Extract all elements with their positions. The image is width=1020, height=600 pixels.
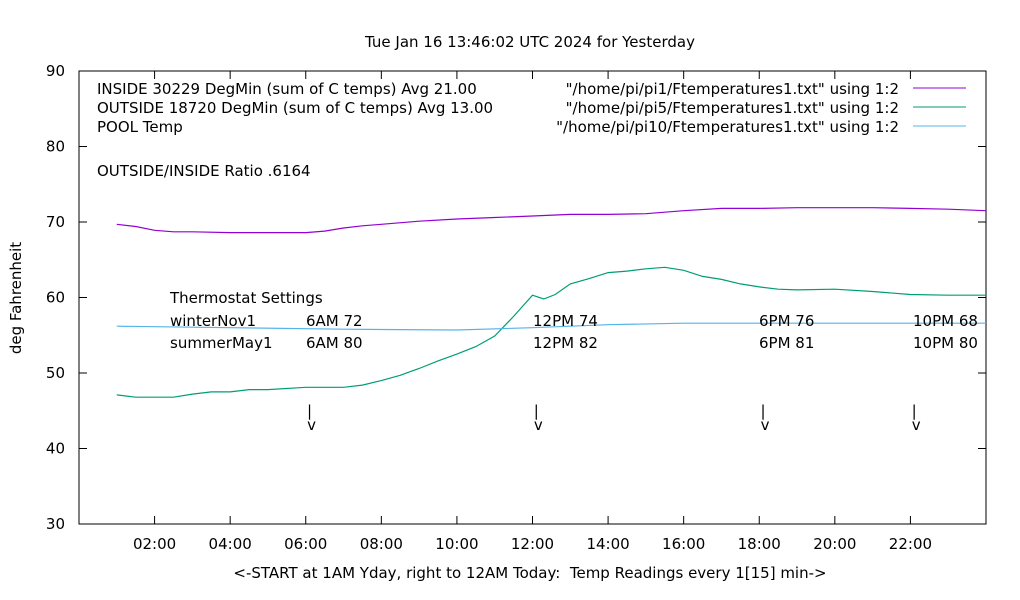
thermostat-setting: 10PM 80 <box>913 334 978 352</box>
legend-entry-outside-source: "/home/pi/pi5/Ftemperatures1.txt" using … <box>566 99 899 117</box>
y-tick-label: 90 <box>46 62 65 80</box>
marker-arrow: v <box>761 416 770 434</box>
thermostat-title: Thermostat Settings <box>169 289 323 307</box>
y-tick-label: 70 <box>46 213 65 231</box>
legend-entry-inside-source: "/home/pi/pi1/Ftemperatures1.txt" using … <box>566 80 899 98</box>
x-tick-label: 10:00 <box>435 535 478 553</box>
series-line-pool <box>116 322 986 331</box>
legend: INSIDE 30229 DegMin (sum of C temps) Avg… <box>97 80 966 136</box>
legend-entry-inside-name: INSIDE 30229 DegMin (sum of C temps) Avg… <box>97 80 477 98</box>
thermostat-setting: 6PM 81 <box>759 334 814 352</box>
marker-arrow: v <box>534 416 543 434</box>
x-tick-label: 18:00 <box>738 535 781 553</box>
marker-arrow: v <box>912 416 921 434</box>
marker-pipe: | <box>307 402 312 420</box>
x-tick-label: 02:00 <box>133 535 176 553</box>
thermostat-setting: 12PM 74 <box>533 312 598 330</box>
x-tick-label: 22:00 <box>889 535 932 553</box>
legend-entry-pool-source: "/home/pi/pi10/Ftemperatures1.txt" using… <box>556 118 899 136</box>
series-layer <box>116 207 987 398</box>
x-tick-label: 20:00 <box>813 535 856 553</box>
time-markers: |v|v|v|v <box>307 402 921 434</box>
marker-pipe: | <box>760 402 765 420</box>
thermostat-setting: 6PM 76 <box>759 312 814 330</box>
x-tick-label: 12:00 <box>511 535 554 553</box>
x-tick-label: 14:00 <box>586 535 629 553</box>
thermostat-setting: 6AM 72 <box>306 312 363 330</box>
marker-arrow: v <box>307 416 316 434</box>
ratio-annotation: OUTSIDE/INSIDE Ratio .6164 <box>97 162 311 180</box>
thermostat-settings: Thermostat Settings winterNov1 6AM 72 12… <box>169 289 978 352</box>
x-tick-label: 16:00 <box>662 535 705 553</box>
marker-pipe: | <box>534 402 539 420</box>
y-tick-label: 50 <box>46 364 65 382</box>
x-tick-label: 06:00 <box>284 535 327 553</box>
y-tick-label: 80 <box>46 138 65 156</box>
x-axis: 02:00 04:00 06:00 08:00 10:00 12:00 14:00 16:00… <box>133 71 932 553</box>
y-tick-label: 40 <box>46 440 65 458</box>
y-axis: 30 40 50 60 70 80 90 <box>46 62 986 533</box>
marker-pipe: | <box>912 402 917 420</box>
thermostat-row-label: winterNov1 <box>170 312 256 330</box>
x-axis-label: <-START at 1AM Yday, right to 12AM Today… <box>233 564 826 582</box>
thermostat-setting: 6AM 80 <box>306 334 363 352</box>
y-axis-label: deg Fahrenheit <box>7 242 25 354</box>
thermostat-setting: 12PM 82 <box>533 334 598 352</box>
thermostat-row-label: summerMay1 <box>170 334 273 352</box>
x-tick-label: 08:00 <box>360 535 403 553</box>
series-line-outside <box>116 266 986 398</box>
y-tick-label: 30 <box>46 515 65 533</box>
chart-title: Tue Jan 16 13:46:02 UTC 2024 for Yesterd… <box>364 33 695 51</box>
x-tick-label: 04:00 <box>209 535 252 553</box>
legend-entry-outside-name: OUTSIDE 18720 DegMin (sum of C temps) Av… <box>97 99 493 117</box>
legend-entry-pool-name: POOL Temp <box>97 118 183 136</box>
series-line-inside <box>116 207 987 234</box>
y-tick-label: 60 <box>46 289 65 307</box>
thermostat-setting: 10PM 68 <box>913 312 978 330</box>
